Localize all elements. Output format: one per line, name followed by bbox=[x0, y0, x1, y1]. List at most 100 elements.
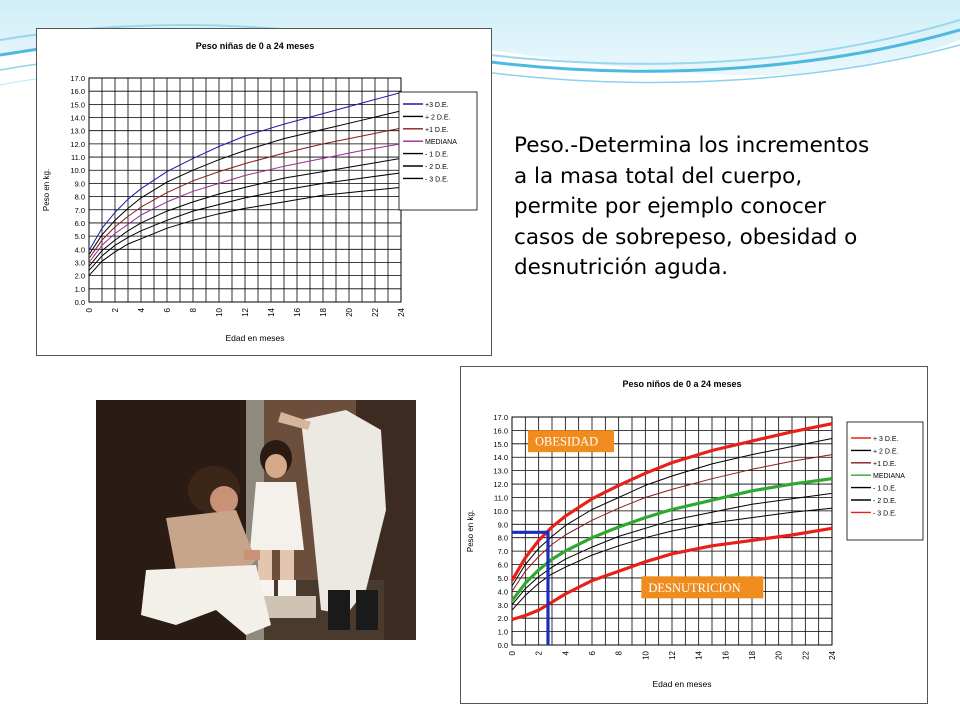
x-tick-label: 16 bbox=[293, 307, 302, 316]
series-line bbox=[88, 92, 402, 251]
series-line bbox=[88, 172, 402, 271]
legend-box bbox=[846, 421, 924, 541]
y-tick-label: 13.0 bbox=[493, 467, 508, 476]
legend-entry: MEDIANA bbox=[425, 139, 457, 146]
y-tick-label: 17.0 bbox=[70, 74, 85, 83]
x-tick-label: 6 bbox=[163, 307, 172, 312]
series-line bbox=[511, 526, 833, 622]
chart-svg: 0.0 1.0 2.0 3.0 4.0 5.0 6.0 7.0 8.0 9.0 10.0 11.0 12… bbox=[42, 41, 478, 343]
chart-svg: 0.0 1.0 2.0 3.0 4.0 5.0 6.0 7.0 8.0 9.0 10.0 11.0 12… bbox=[466, 379, 924, 689]
text-line-1: Peso.-Determina los incrementos bbox=[514, 133, 870, 158]
y-tick-label: 5.0 bbox=[75, 232, 85, 241]
y-tick-label: 2.0 bbox=[498, 614, 508, 623]
annotation-label: OBESIDAD bbox=[535, 435, 598, 449]
y-tick-label: 8.0 bbox=[498, 534, 508, 543]
x-tick-label: 8 bbox=[615, 650, 624, 655]
text-line-2: a la masa total del cuerpo, bbox=[514, 163, 803, 189]
series-line bbox=[510, 477, 833, 602]
y-tick-label: 1.0 bbox=[498, 628, 508, 637]
x-axis-label: Edad en meses bbox=[652, 679, 711, 689]
y-axis-label: Peso en kg. bbox=[466, 510, 475, 552]
text-line-5: desnutrición aguda. bbox=[514, 255, 729, 280]
x-tick-label: 14 bbox=[695, 650, 704, 659]
x-tick-label: 8 bbox=[189, 307, 198, 312]
legend-entry: - 3 D.E. bbox=[425, 176, 449, 183]
y-tick-label: 11.0 bbox=[494, 493, 508, 502]
y-tick-label: 6.0 bbox=[498, 561, 508, 570]
legend-entry: - 1 D.E. bbox=[425, 152, 449, 159]
x-tick-label: 4 bbox=[561, 650, 570, 655]
x-axis-label: Edad en meses bbox=[225, 333, 284, 343]
x-tick-label: 2 bbox=[535, 650, 544, 655]
y-tick-label: 4.0 bbox=[498, 587, 508, 596]
y-tick-label: 12.0 bbox=[70, 140, 85, 149]
y-tick-label: 16.0 bbox=[70, 87, 85, 96]
x-tick-label: 14 bbox=[267, 307, 276, 316]
series-line bbox=[88, 143, 402, 263]
legend-entry: +1 D.E. bbox=[873, 461, 897, 468]
x-tick-label: 12 bbox=[668, 650, 677, 659]
weight-description-text: Peso.-Determina los incrementos a la mas… bbox=[514, 131, 944, 284]
y-tick-label: 1.0 bbox=[75, 285, 85, 294]
chart-title: Peso niñas de 0 a 24 meses bbox=[196, 41, 315, 51]
x-tick-label: 20 bbox=[775, 650, 784, 659]
y-tick-label: 0.0 bbox=[75, 298, 85, 307]
legend-entry: - 3 D.E. bbox=[873, 510, 897, 517]
x-tick-label: 12 bbox=[241, 307, 250, 316]
x-tick-label: 6 bbox=[588, 650, 597, 655]
y-tick-label: 13.0 bbox=[70, 127, 85, 136]
legend-entry: +1 D.E. bbox=[425, 127, 449, 134]
y-tick-label: 6.0 bbox=[75, 219, 85, 228]
x-tick-label: 18 bbox=[748, 650, 757, 659]
annotation-line bbox=[512, 530, 550, 645]
y-tick-label: 17.0 bbox=[493, 413, 508, 422]
x-tick-label: 16 bbox=[721, 650, 730, 659]
x-tick-label: 0 bbox=[508, 650, 517, 655]
y-tick-label: 15.0 bbox=[493, 440, 508, 449]
x-tick-label: 22 bbox=[801, 650, 810, 659]
legend-entry: +3 D.E. bbox=[425, 102, 449, 109]
y-tick-label: 5.0 bbox=[498, 574, 508, 583]
y-tick-label: 4.0 bbox=[75, 245, 85, 254]
y-tick-label: 7.0 bbox=[498, 547, 508, 556]
y-tick-label: 9.0 bbox=[498, 520, 508, 529]
chart-title: Peso niños de 0 a 24 meses bbox=[622, 379, 741, 389]
chart-boys-weight: 0.0 1.0 2.0 3.0 4.0 5.0 6.0 7.0 8.0 9.0 10.0 11.0 12… bbox=[460, 366, 928, 704]
y-tick-label: 12.0 bbox=[493, 480, 508, 489]
x-tick-label: 10 bbox=[215, 307, 224, 316]
x-tick-label: 24 bbox=[397, 307, 406, 316]
series-line bbox=[88, 157, 402, 267]
x-tick-label: 18 bbox=[319, 307, 328, 316]
x-tick-label: 22 bbox=[371, 307, 380, 316]
x-tick-label: 2 bbox=[111, 307, 120, 312]
x-tick-label: 10 bbox=[641, 650, 650, 659]
series-line bbox=[510, 422, 833, 582]
text-line-3: permite por ejemplo conocer bbox=[514, 194, 826, 219]
y-tick-label: 15.0 bbox=[70, 100, 85, 109]
x-tick-label: 24 bbox=[828, 650, 837, 659]
y-tick-label: 11.0 bbox=[71, 153, 85, 162]
y-axis-label: Peso en kg. bbox=[42, 169, 51, 211]
text-line-4: casos de sobrepeso, obesidad o bbox=[514, 224, 858, 250]
y-tick-label: 9.0 bbox=[75, 179, 85, 188]
annotation-label-box bbox=[528, 430, 614, 453]
series-line bbox=[88, 127, 402, 259]
legend-entry: - 2 D.E. bbox=[873, 498, 897, 505]
x-tick-label: 4 bbox=[137, 307, 146, 312]
legend-entry: - 2 D.E. bbox=[425, 164, 449, 171]
series-line bbox=[88, 110, 402, 255]
annotation-label-box bbox=[641, 576, 764, 599]
y-tick-label: 14.0 bbox=[493, 453, 508, 462]
series-line bbox=[511, 492, 833, 606]
y-tick-label: 0.0 bbox=[498, 641, 508, 650]
y-tick-label: 14.0 bbox=[70, 114, 85, 123]
series-line bbox=[88, 186, 402, 276]
series-line bbox=[511, 438, 833, 587]
y-tick-label: 7.0 bbox=[75, 206, 85, 215]
child-weighing-photo bbox=[96, 400, 416, 640]
legend-entry: + 3 D.E. bbox=[873, 436, 899, 443]
chart-girls-weight: 0.0 1.0 2.0 3.0 4.0 5.0 6.0 7.0 8.0 9.0 10.0 11.0 12… bbox=[36, 28, 492, 356]
legend-entry: + 2 D.E. bbox=[873, 448, 899, 455]
series-line bbox=[511, 507, 833, 611]
